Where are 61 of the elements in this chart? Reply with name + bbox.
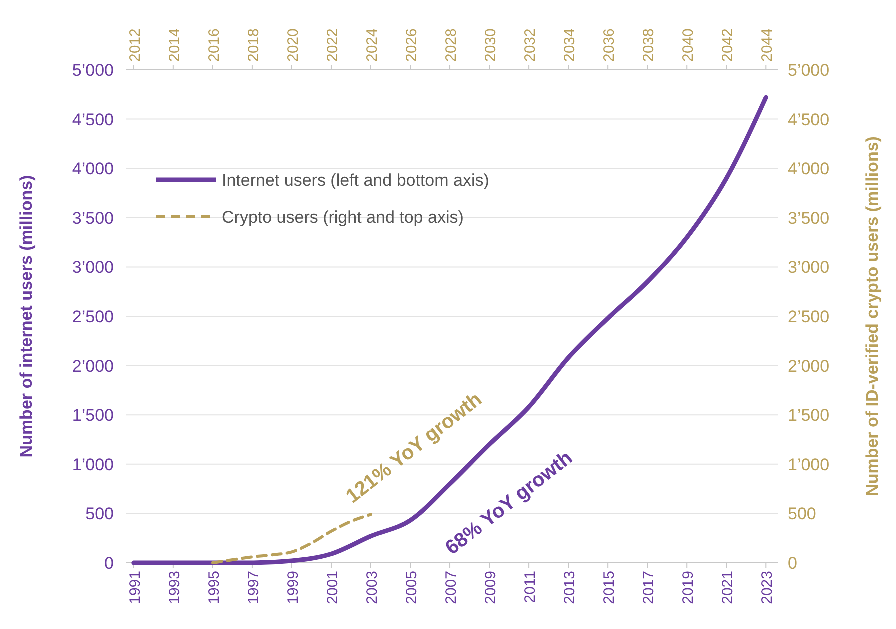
x2-tick-label: 2022 — [324, 28, 342, 62]
y-axis-title: Number of internet users (millions) — [17, 175, 36, 458]
y2-tick-label: 3’500 — [788, 208, 830, 228]
x-tick-label: 2003 — [364, 571, 381, 604]
y2-tick-label: 2’500 — [788, 307, 830, 326]
x2-tick-label: 2040 — [680, 28, 698, 62]
legend-label: Crypto users (right and top axis) — [222, 208, 464, 227]
line-series — [132, 95, 768, 566]
x2-tick-label: 2024 — [364, 28, 381, 62]
x2-tick-label: 2034 — [562, 28, 579, 62]
x-tick-label: 2015 — [601, 571, 618, 604]
y-tick-label: 2’000 — [72, 356, 114, 376]
x2-tick-label: 2032 — [522, 28, 540, 62]
y-tick-label: 3’000 — [72, 258, 114, 278]
x-tick-label: 2019 — [680, 571, 698, 604]
x2-tick-label: 2014 — [166, 28, 184, 62]
x-tick-label: 2017 — [640, 571, 658, 604]
y-tick-label: 0 — [104, 554, 114, 573]
y-tick-label: 3’500 — [72, 208, 114, 228]
y-tick-label: 500 — [86, 504, 114, 524]
x2-tick-label: 2016 — [206, 28, 223, 62]
y2-tick-label: 4’500 — [788, 110, 830, 130]
x-tick-label: 1999 — [284, 571, 302, 604]
y2-tick-label: 5’000 — [788, 60, 830, 80]
y-tick-label: 4’500 — [72, 110, 114, 130]
x2-tick-label: 2030 — [482, 28, 500, 62]
y2-tick-label: 1’500 — [788, 406, 830, 426]
x-tick-label: 1997 — [245, 571, 262, 604]
x-tick-label: 2021 — [720, 571, 737, 604]
y2-axis-title: Number of ID-verified crypto users (millions) — [863, 136, 882, 496]
y2-tick-label: 3’000 — [788, 258, 830, 278]
y2-tick-label: 500 — [788, 504, 816, 524]
x2-tick-label: 2026 — [404, 28, 421, 62]
x-tick-label: 1995 — [206, 571, 223, 604]
y2-tick-label: 1’000 — [788, 455, 830, 474]
x-tick-label: 2007 — [443, 571, 460, 604]
x2-tick-label: 2028 — [443, 28, 460, 62]
y2-tick-label: 0 — [788, 554, 798, 573]
y2-tick-label: 4’000 — [788, 160, 830, 179]
y-tick-label: 2’500 — [72, 307, 114, 326]
x2-tick-label: 2018 — [245, 28, 262, 62]
x-tick-label: 2001 — [324, 571, 342, 604]
y-tick-label: 1’000 — [72, 455, 114, 474]
x-tick-label: 1993 — [166, 571, 184, 604]
x-tick-label: 2013 — [562, 571, 579, 604]
legend-label: Internet users (left and bottom axis) — [222, 170, 490, 190]
x2-tick-label: 2044 — [759, 28, 776, 62]
y-tick-label: 1’500 — [72, 406, 114, 426]
x2-tick-label: 2020 — [284, 28, 302, 62]
x-tick-label: 2005 — [404, 571, 421, 604]
x2-tick-label: 2012 — [126, 28, 144, 62]
x-tick-label: 2009 — [482, 571, 500, 604]
x-tick-label: 1991 — [126, 571, 144, 604]
x2-tick-label: 2036 — [601, 28, 618, 62]
y-tick-label: 5’000 — [72, 60, 114, 80]
y-tick-label: 4’000 — [72, 160, 114, 179]
x-tick-label: 2011 — [522, 571, 540, 604]
x-tick-label: 2023 — [759, 571, 776, 604]
y2-tick-label: 2’000 — [788, 356, 830, 376]
x2-tick-label: 2042 — [720, 28, 737, 62]
x2-tick-label: 2038 — [640, 28, 658, 62]
